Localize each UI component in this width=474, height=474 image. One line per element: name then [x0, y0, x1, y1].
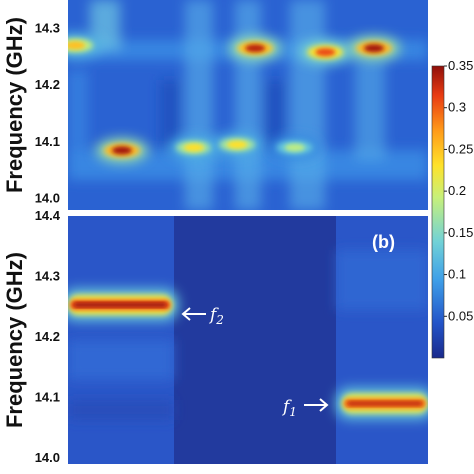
- heatmap-panel-b: (b) f2 f1: [68, 216, 428, 464]
- panel-b-label: (b): [372, 232, 395, 252]
- panel-b-y-ticks: 14.0 14.1 14.2 14.3 14.4: [35, 208, 61, 465]
- hotspot: [299, 40, 352, 65]
- panel-a-y-tick-label: 14.3: [35, 20, 60, 35]
- panel-a-y-ticks: 14.0 14.1 14.2 14.3: [35, 20, 60, 205]
- band-f2: [68, 288, 179, 321]
- colorbar-tick-label: 0.1: [448, 267, 466, 282]
- panel-b-y-tick-label: 14.2: [35, 329, 60, 344]
- annotation-f1-label: f1: [281, 397, 297, 419]
- hotspot: [348, 36, 400, 61]
- panel-b-y-axis-title: Frequency (GHz): [2, 252, 27, 428]
- band-f1: [335, 387, 428, 420]
- panel-a-y-axis-title: Frequency (GHz): [2, 17, 27, 193]
- annotation-f1: f1: [281, 397, 329, 419]
- annotation-f2-label: f2: [208, 305, 224, 327]
- panel-a-hotspots: [68, 33, 400, 163]
- hotspot: [268, 135, 321, 160]
- panel-b-bands: [68, 288, 428, 420]
- colorbar-ticks: 0.05 0.1 0.15 0.2 0.25 0.3 0.35: [444, 58, 473, 323]
- colorbar: 0.05 0.1 0.15 0.2 0.25 0.3 0.35: [431, 58, 473, 359]
- panel-a-y-tick-label: 14.1: [35, 134, 60, 149]
- heatmap-panel-a: [68, 0, 428, 210]
- panel-b-y-tick-label: 14.3: [35, 268, 60, 283]
- colorbar-tick-label: 0.15: [448, 225, 473, 240]
- hotspot: [68, 33, 102, 58]
- annotation-f2: f2: [181, 305, 224, 327]
- colorbar-tick-label: 0.2: [448, 183, 466, 198]
- hotspot: [211, 132, 264, 157]
- panel-a-y-tick-label: 14.2: [35, 77, 60, 92]
- hotspot: [168, 135, 220, 160]
- hotspot: [96, 138, 148, 163]
- panel-b-texture: [68, 250, 428, 420]
- panel-b-dark-region: [174, 216, 336, 464]
- panel-b-y-tick-label: 14.4: [35, 208, 61, 223]
- colorbar-tick-label: 0.25: [448, 141, 473, 156]
- colorbar-tick-label: 0.05: [448, 308, 473, 323]
- panel-a-y-tick-label: 14.0: [35, 191, 60, 206]
- colorbar-tick-label: 0.35: [448, 58, 473, 73]
- colorbar-tick-label: 0.3: [448, 100, 466, 115]
- panel-b-y-tick-label: 14.0: [35, 450, 60, 465]
- hotspot: [229, 36, 282, 61]
- panel-b-y-tick-label: 14.1: [35, 389, 60, 404]
- colorbar-gradient: [431, 65, 445, 359]
